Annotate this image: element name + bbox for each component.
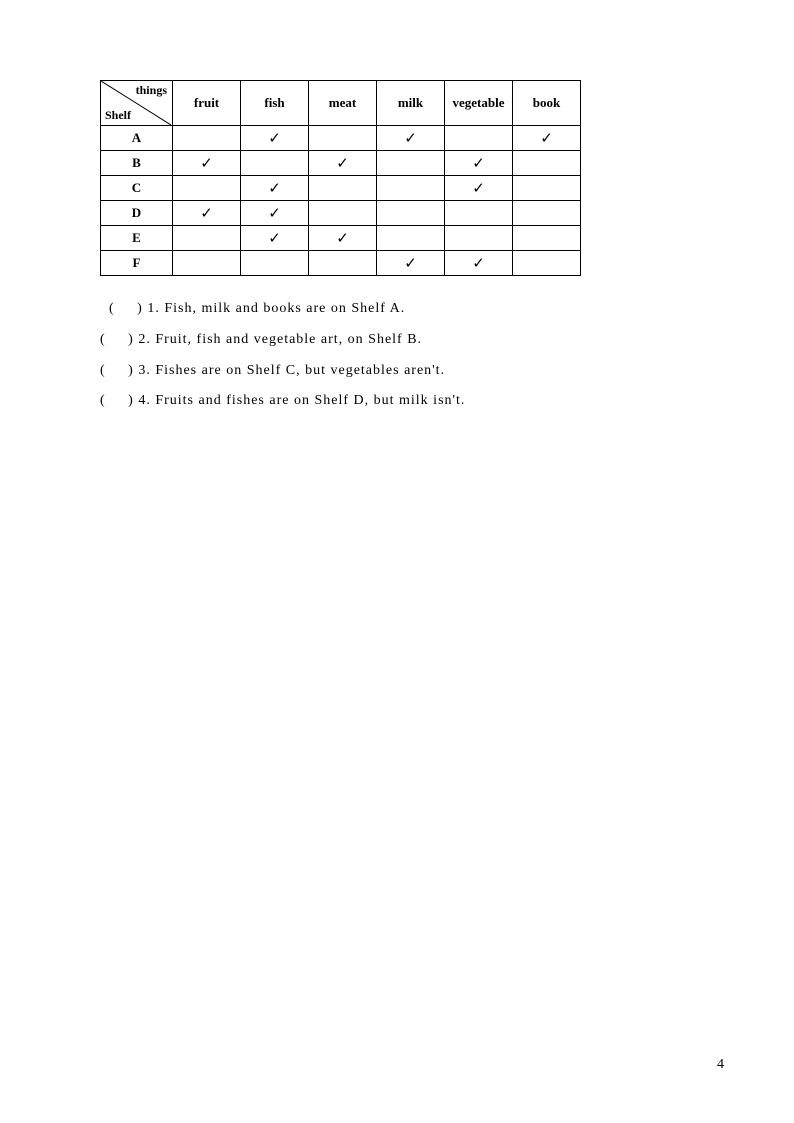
table-cell: ✓ [241, 201, 309, 226]
row-label: B [101, 151, 173, 176]
table-cell [445, 226, 513, 251]
row-label: A [101, 126, 173, 151]
col-header: fish [241, 81, 309, 126]
table-cell [377, 151, 445, 176]
table-cell: ✓ [309, 226, 377, 251]
table-cell [309, 251, 377, 276]
table-row: B ✓ ✓ ✓ [101, 151, 581, 176]
table-body: A ✓ ✓ ✓ B ✓ ✓ ✓ C ✓ ✓ D ✓ ✓ E ✓ ✓ F ✓ ✓ [101, 126, 581, 276]
check-icon: ✓ [540, 130, 553, 147]
col-header: book [513, 81, 581, 126]
table-cell [377, 201, 445, 226]
question-line: ( ) 2. Fruit, fish and vegetable art, on… [100, 325, 700, 356]
table-cell: ✓ [445, 176, 513, 201]
table-cell [445, 126, 513, 151]
table-cell [309, 126, 377, 151]
table-cell: ✓ [173, 201, 241, 226]
table-cell [173, 126, 241, 151]
diagonal-header-cell: things Shelf [101, 81, 173, 126]
table-cell [377, 226, 445, 251]
check-icon: ✓ [200, 155, 213, 172]
col-header: meat [309, 81, 377, 126]
check-icon: ✓ [268, 205, 281, 222]
question-line: ( ) 1. Fish, milk and books are on Shelf… [100, 294, 700, 325]
table-cell [513, 151, 581, 176]
table-cell: ✓ [241, 176, 309, 201]
table-cell: ✓ [513, 126, 581, 151]
table-cell [309, 176, 377, 201]
table-cell [173, 226, 241, 251]
page: things Shelf fruit fish meat milk vegeta… [0, 0, 794, 1123]
question-line: ( ) 4. Fruits and fishes are on Shelf D,… [100, 386, 700, 417]
table-cell: ✓ [445, 151, 513, 176]
row-label: F [101, 251, 173, 276]
table-cell: ✓ [241, 126, 309, 151]
row-label: C [101, 176, 173, 201]
header-top-label: things [136, 83, 167, 98]
row-label: D [101, 201, 173, 226]
check-icon: ✓ [268, 230, 281, 247]
page-number: 4 [717, 1057, 724, 1073]
table-cell [173, 251, 241, 276]
table-row: E ✓ ✓ [101, 226, 581, 251]
table-cell [445, 201, 513, 226]
table-row: D ✓ ✓ [101, 201, 581, 226]
table-cell [513, 251, 581, 276]
check-icon: ✓ [472, 255, 485, 272]
table-header-row: things Shelf fruit fish meat milk vegeta… [101, 81, 581, 126]
questions-block: ( ) 1. Fish, milk and books are on Shelf… [100, 294, 700, 417]
table-row: C ✓ ✓ [101, 176, 581, 201]
table-cell [241, 251, 309, 276]
table-cell [513, 176, 581, 201]
table-cell [241, 151, 309, 176]
table-cell: ✓ [241, 226, 309, 251]
check-icon: ✓ [200, 205, 213, 222]
check-icon: ✓ [404, 255, 417, 272]
table-cell [377, 176, 445, 201]
check-icon: ✓ [336, 155, 349, 172]
table-cell: ✓ [445, 251, 513, 276]
check-icon: ✓ [404, 130, 417, 147]
check-icon: ✓ [472, 155, 485, 172]
check-icon: ✓ [336, 230, 349, 247]
table-cell [309, 201, 377, 226]
content-area: things Shelf fruit fish meat milk vegeta… [100, 80, 700, 417]
table-cell: ✓ [377, 126, 445, 151]
shelf-table: things Shelf fruit fish meat milk vegeta… [100, 80, 581, 276]
question-line: ( ) 3. Fishes are on Shelf C, but vegeta… [100, 356, 700, 387]
check-icon: ✓ [268, 180, 281, 197]
row-label: E [101, 226, 173, 251]
header-bottom-label: Shelf [105, 108, 131, 123]
table-cell [513, 201, 581, 226]
col-header: milk [377, 81, 445, 126]
table-cell [513, 226, 581, 251]
check-icon: ✓ [268, 130, 281, 147]
table-cell: ✓ [309, 151, 377, 176]
table-cell [173, 176, 241, 201]
table-cell: ✓ [377, 251, 445, 276]
col-header: vegetable [445, 81, 513, 126]
col-header: fruit [173, 81, 241, 126]
table-row: F ✓ ✓ [101, 251, 581, 276]
table-row: A ✓ ✓ ✓ [101, 126, 581, 151]
check-icon: ✓ [472, 180, 485, 197]
table-cell: ✓ [173, 151, 241, 176]
